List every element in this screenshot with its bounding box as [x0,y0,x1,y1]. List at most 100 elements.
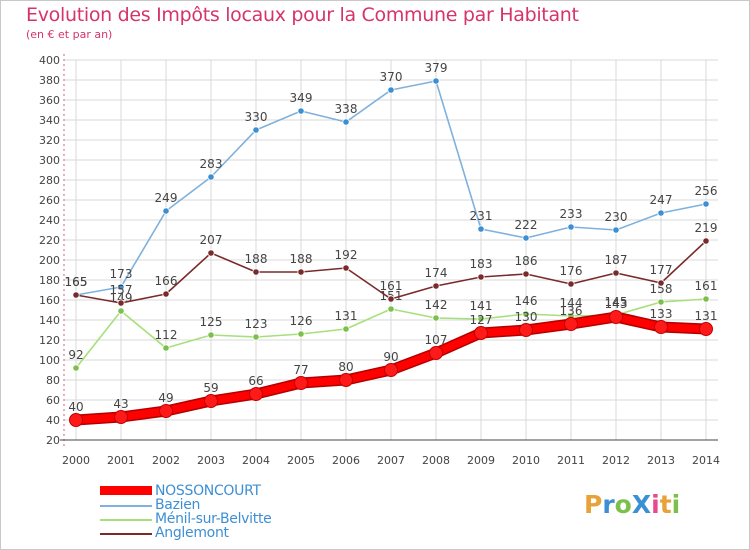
data-label-bazien: 283 [200,157,223,171]
data-point-ménil-sur-belvitte [477,315,485,323]
data-point-anglemont [432,282,440,290]
x-tick-label: 2013 [647,454,675,467]
data-point-ménil-sur-belvitte [387,305,395,313]
data-label-ménil-sur-belvitte: 123 [245,317,268,331]
data-label-bazien: 230 [605,210,628,224]
y-tick-label: 20 [46,434,60,447]
data-label-nossoncourt: 66 [248,374,263,388]
y-tick-label: 320 [39,134,60,147]
legend-swatch [100,533,152,535]
data-label-ménil-sur-belvitte: 112 [155,328,178,342]
x-tick-label: 2014 [692,454,720,467]
x-tick-label: 2010 [512,454,540,467]
y-tick-label: 360 [39,94,60,107]
y-tick-label: 160 [39,294,60,307]
data-label-anglemont: 186 [515,254,538,268]
data-point-anglemont [117,299,125,307]
data-point-bazien [522,234,530,242]
data-label-bazien: 231 [470,209,493,223]
data-label-nossoncourt: 133 [650,307,673,321]
data-point-ménil-sur-belvitte [117,307,125,315]
data-point-ménil-sur-belvitte [207,331,215,339]
data-label-ménil-sur-belvitte: 131 [335,309,358,323]
y-tick-label: 60 [46,394,60,407]
data-label-nossoncourt: 90 [383,350,398,364]
logo-letter: i [671,490,681,519]
data-point-ménil-sur-belvitte [252,333,260,341]
data-label-bazien: 330 [245,110,268,124]
data-point-nossoncourt [564,317,578,331]
data-point-anglemont [207,249,215,257]
data-point-ménil-sur-belvitte [432,314,440,322]
data-point-anglemont [567,280,575,288]
data-point-bazien [432,77,440,85]
data-label-anglemont: 166 [155,274,178,288]
data-label-anglemont: 219 [695,221,718,235]
legend-swatch [100,505,152,507]
x-tick-label: 2003 [197,454,225,467]
data-point-nossoncourt [294,376,308,390]
data-label-nossoncourt: 59 [203,381,218,395]
data-label-ménil-sur-belvitte: 144 [560,296,583,310]
legend-swatch [100,519,152,521]
data-point-anglemont [162,290,170,298]
data-point-bazien [297,107,305,115]
legend-label: NOSSONCOURT [155,483,261,499]
data-label-anglemont: 188 [245,252,268,266]
data-label-nossoncourt: 136 [560,304,583,318]
data-point-bazien [117,283,125,291]
data-label-anglemont: 183 [470,257,493,271]
y-tick-label: 40 [46,414,60,427]
legend-label: Ménil-sur-Belvitte [155,511,272,527]
data-label-bazien: 249 [155,191,178,205]
data-point-bazien [207,173,215,181]
y-tick-label: 220 [39,234,60,247]
data-point-anglemont [612,269,620,277]
data-point-nossoncourt [609,310,623,324]
x-tick-label: 2008 [422,454,450,467]
y-tick-label: 120 [39,334,60,347]
data-label-ménil-sur-belvitte: 126 [290,314,313,328]
y-tick-label: 140 [39,314,60,327]
data-label-nossoncourt: 40 [68,400,83,414]
legend-item: Bazien [100,497,360,513]
logo-letter: r [602,490,615,519]
x-tick-label: 2012 [602,454,630,467]
data-point-bazien [702,200,710,208]
data-label-nossoncourt: 80 [338,360,353,374]
data-label-ménil-sur-belvitte: 141 [470,299,493,313]
data-point-ménil-sur-belvitte [162,344,170,352]
data-label-anglemont: 187 [605,253,628,267]
data-label-ménil-sur-belvitte: 161 [695,279,718,293]
data-point-anglemont [702,237,710,245]
data-point-ménil-sur-belvitte [297,330,305,338]
data-point-nossoncourt [654,320,668,334]
data-point-ménil-sur-belvitte [72,364,80,372]
logo-letter: t [659,490,672,519]
data-point-nossoncourt [339,373,353,387]
data-label-bazien: 173 [110,267,133,281]
data-label-anglemont: 174 [425,266,448,280]
y-tick-label: 200 [39,254,60,267]
data-point-bazien [567,223,575,231]
data-label-nossoncourt: 143 [605,297,628,311]
proxiti-logo: ProXiti [584,490,680,519]
x-tick-label: 2007 [377,454,405,467]
data-point-anglemont [297,268,305,276]
x-tick-label: 2002 [152,454,180,467]
data-label-ménil-sur-belvitte: 146 [515,294,538,308]
x-tick-label: 2005 [287,454,315,467]
y-tick-label: 80 [46,374,60,387]
y-tick-label: 260 [39,194,60,207]
x-tick-label: 2000 [62,454,90,467]
data-label-anglemont: 157 [110,283,133,297]
data-label-bazien: 349 [290,91,313,105]
data-label-anglemont: 207 [200,233,223,247]
data-label-anglemont: 192 [335,248,358,262]
data-label-ménil-sur-belvitte: 92 [68,348,83,362]
data-point-anglemont [522,270,530,278]
x-tick-label: 2006 [332,454,360,467]
y-tick-label: 380 [39,74,60,87]
data-point-anglemont [342,264,350,272]
